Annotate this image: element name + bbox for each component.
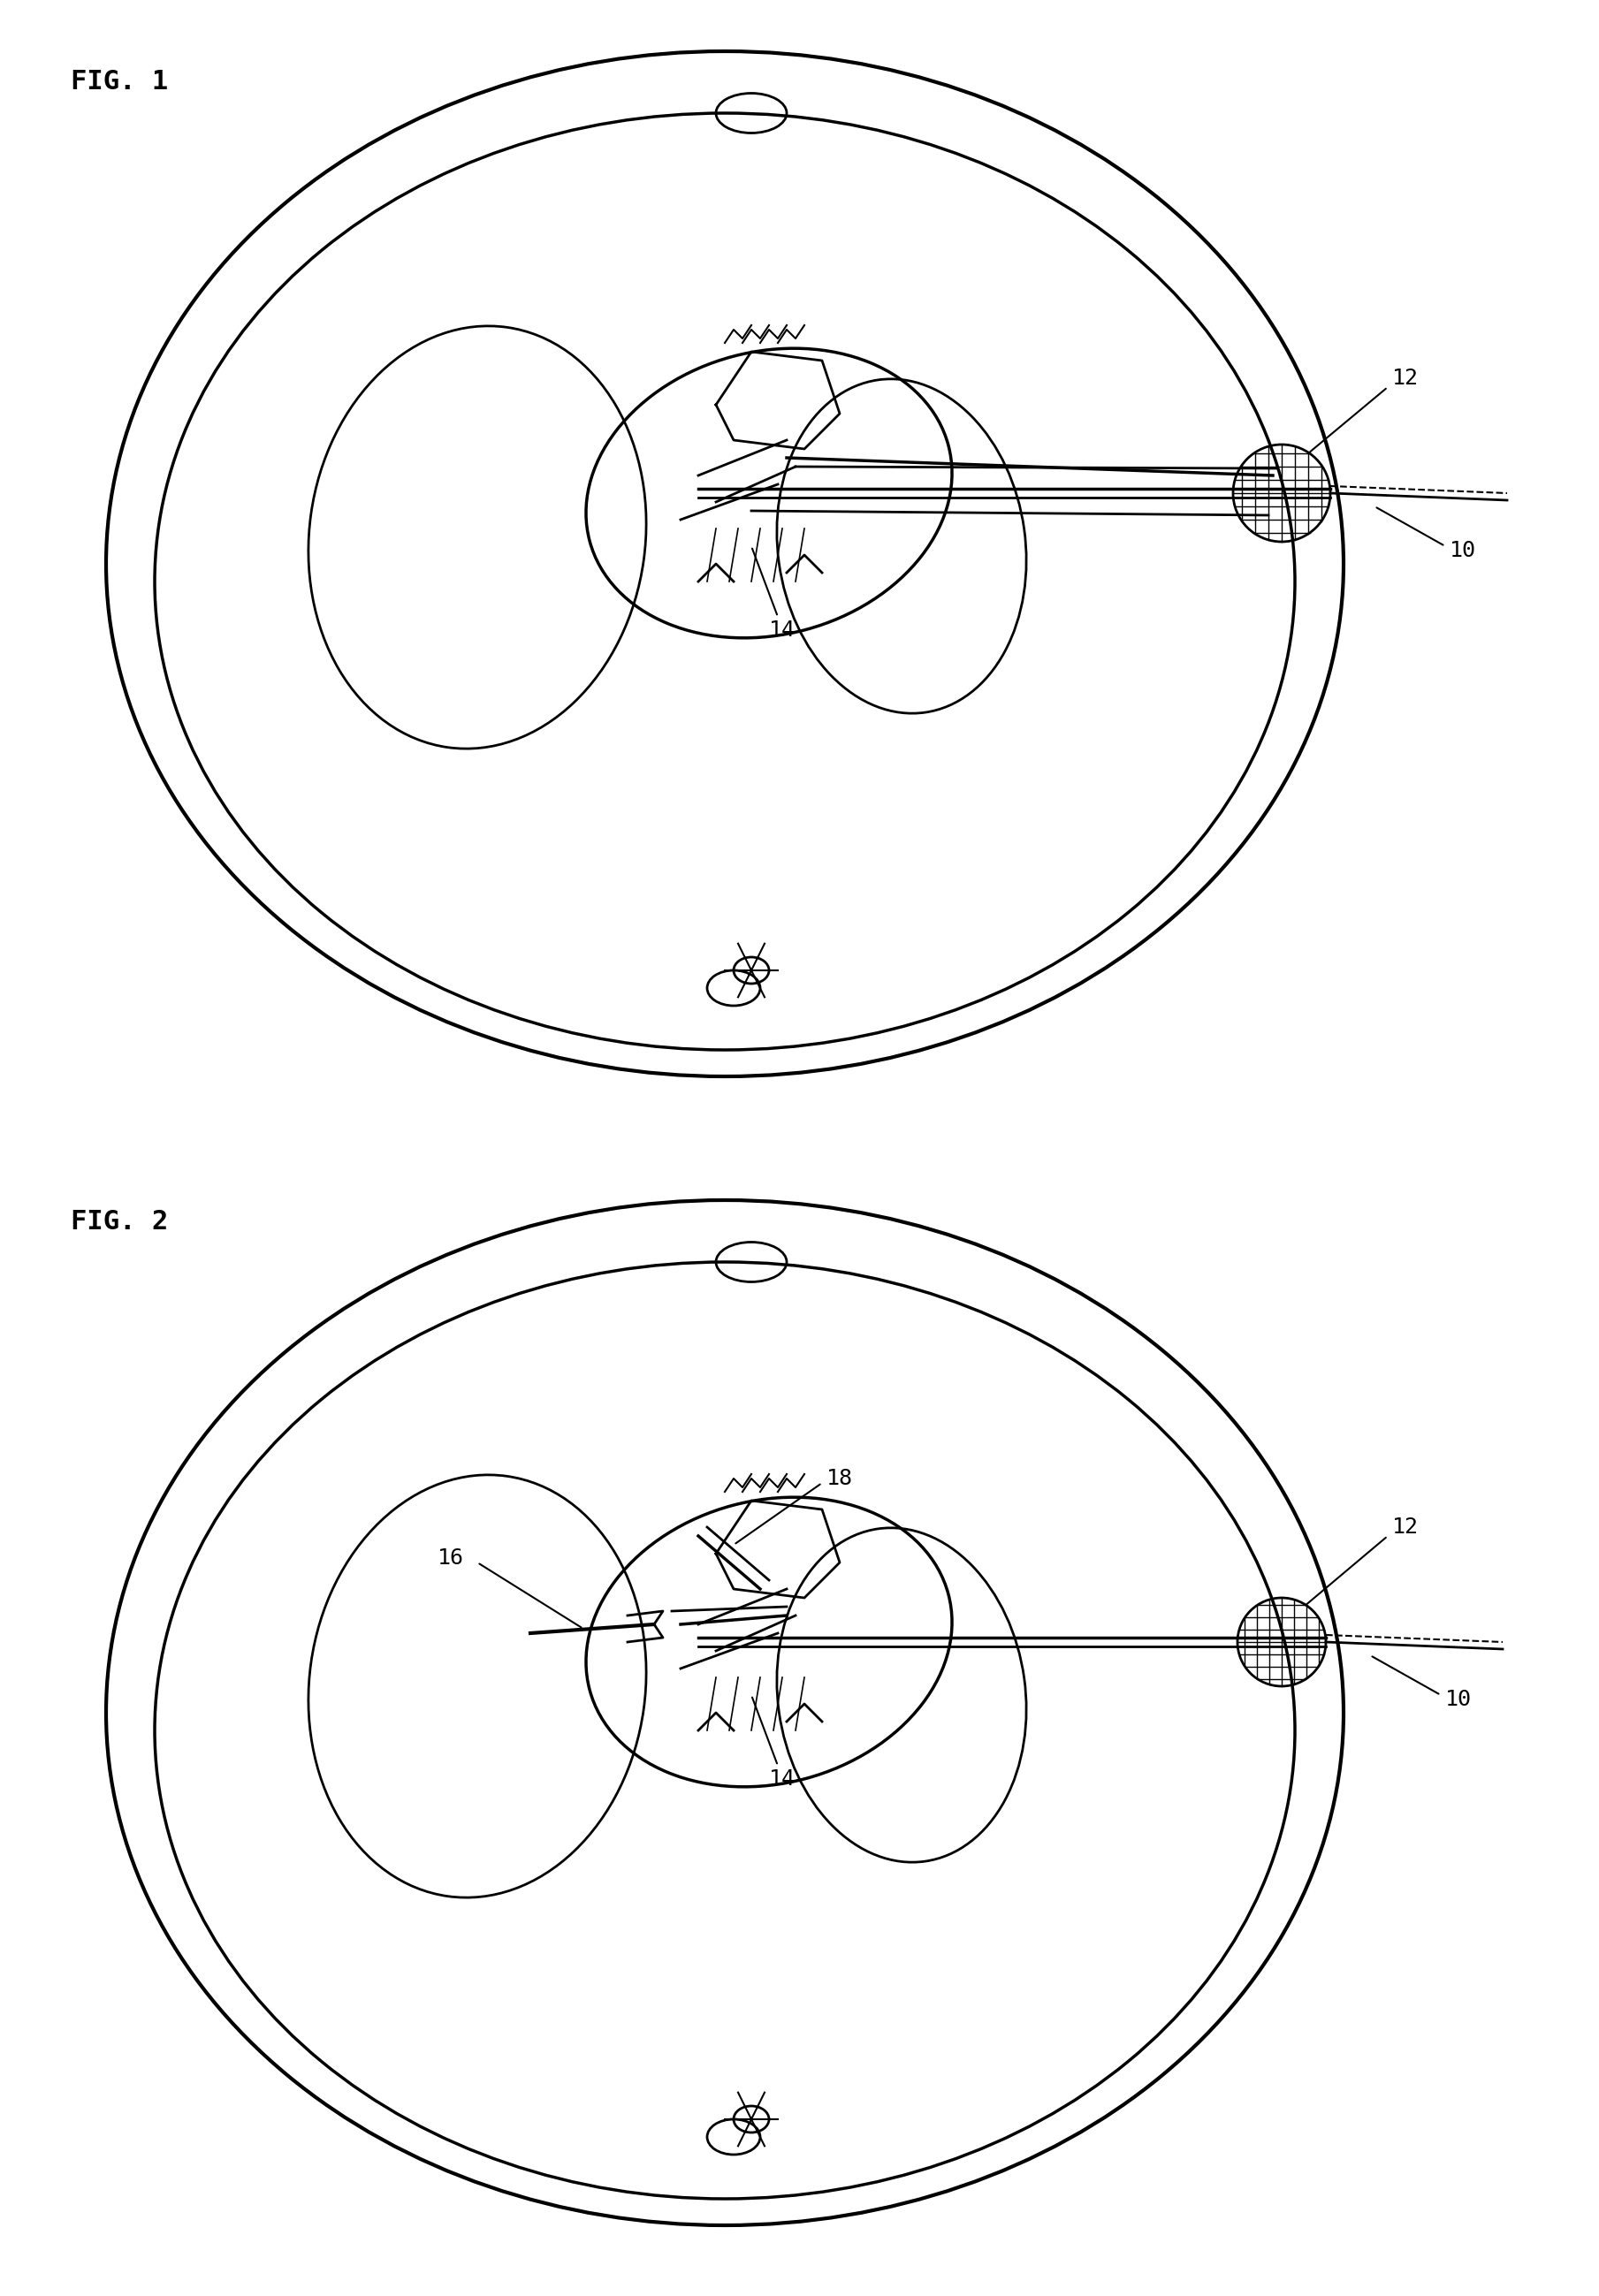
Text: 10: 10	[1450, 540, 1476, 560]
Text: 12: 12	[1393, 367, 1418, 388]
Text: 16: 16	[438, 1548, 464, 1568]
Text: 14: 14	[769, 620, 796, 641]
Text: 10: 10	[1445, 1690, 1471, 1711]
Text: 14: 14	[769, 1768, 796, 1789]
Text: 18: 18	[827, 1467, 852, 1490]
Text: FIG. 2: FIG. 2	[70, 1210, 168, 1235]
Text: 12: 12	[1393, 1518, 1418, 1538]
Text: FIG. 1: FIG. 1	[70, 69, 168, 94]
